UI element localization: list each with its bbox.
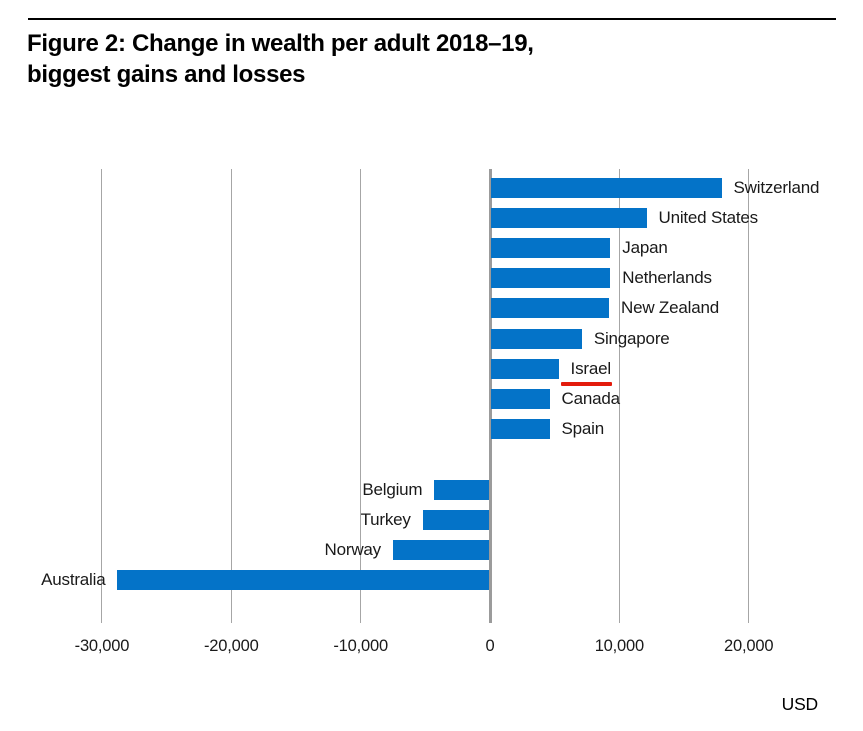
bar-israel [491, 358, 559, 379]
gridline--30000 [101, 169, 103, 623]
x-tick-label--20000: -20,000 [204, 637, 259, 655]
x-tick-label-10000: 10,000 [594, 637, 644, 655]
bar-belgium [434, 479, 489, 500]
bar-label-belgium: Belgium [362, 479, 423, 499]
bar-label-spain: Spain [561, 419, 605, 439]
bar-label-switzerland: Switzerland [733, 177, 820, 197]
bar-label-turkey: Turkey [360, 509, 411, 529]
x-tick-label-20000: 20,000 [724, 637, 774, 655]
gridline--20000 [230, 169, 232, 623]
bar-label-united-states: United States [658, 207, 759, 227]
bar-norway [392, 539, 489, 560]
bar-canada [491, 388, 550, 409]
bar-label-norway: Norway [324, 539, 382, 559]
gridline-10000 [618, 169, 620, 623]
bar-singapore [491, 328, 582, 349]
bar-label-israel: Israel [570, 358, 612, 378]
figure-title-line1: Figure 2: Change in wealth per adult 201… [27, 30, 534, 57]
bar-japan [491, 237, 611, 258]
gridline-20000 [748, 169, 750, 623]
gridline--10000 [360, 169, 362, 623]
bar-new-zealand [491, 298, 609, 319]
bar-label-new-zealand: New Zealand [621, 298, 719, 318]
zero-axis-line [488, 169, 492, 623]
bar-turkey [422, 509, 489, 530]
bar-switzerland [491, 177, 722, 198]
title-rule [28, 18, 836, 20]
x-tick-label--10000: -10,000 [333, 637, 388, 655]
figure-title-line2: biggest gains and losses [27, 61, 306, 88]
bar-label-canada: Canada [561, 388, 621, 408]
axis-unit-label: USD [781, 694, 819, 714]
figure-title: Figure 2: Change in wealth per adult 201… [27, 28, 534, 90]
bar-united-states [491, 207, 647, 228]
bar-spain [491, 419, 550, 440]
bar-label-japan: Japan [622, 237, 668, 257]
x-tick-label--30000: -30,000 [74, 637, 130, 655]
israel-annotation-underline [560, 381, 612, 387]
x-tick-label-0: 0 [485, 637, 495, 655]
bar-label-australia: Australia [41, 570, 106, 590]
bar-netherlands [491, 268, 611, 289]
bar-label-netherlands: Netherlands [622, 268, 712, 288]
bar-label-singapore: Singapore [593, 328, 670, 348]
bar-australia [117, 570, 489, 591]
